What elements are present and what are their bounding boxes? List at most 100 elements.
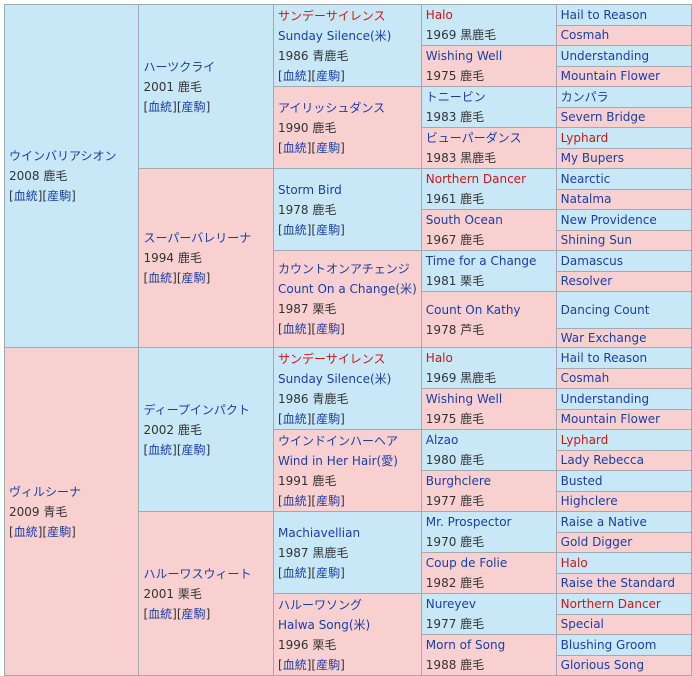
horse-name[interactable]: Severn Bridge — [560, 110, 646, 125]
horse-name[interactable]: Mountain Flower — [560, 69, 661, 84]
g4-cell: トニービン 1983 鹿毛 — [420, 86, 557, 128]
horse-name[interactable]: Hail to Reason — [560, 350, 648, 365]
horse-name[interactable]: Alzao — [425, 433, 459, 447]
horse-name[interactable]: Glorious Song — [560, 658, 645, 673]
horse-name[interactable]: ディープインパクト — [143, 402, 250, 417]
horse-name[interactable]: Halo — [425, 351, 453, 365]
horse-name[interactable]: Count On Kathy — [425, 302, 521, 317]
farm-link[interactable]: 産駒 — [47, 189, 72, 203]
horse-name[interactable]: Time for a Change — [425, 254, 537, 268]
horse-name[interactable]: Raise the Standard — [560, 576, 675, 591]
blood-link[interactable]: 血統 — [148, 99, 173, 114]
horse-name[interactable]: Understanding — [560, 48, 650, 63]
horse-name-en[interactable]: Sunday Silence(米) — [278, 371, 392, 386]
farm-link[interactable]: 産駒 — [181, 442, 206, 457]
horse-name[interactable]: Northern Dancer — [560, 596, 661, 611]
blood-link[interactable]: 血統 — [148, 271, 173, 285]
blood-link[interactable]: 血統 — [148, 606, 173, 621]
horse-name[interactable]: ウインドインハーヘア — [278, 433, 399, 448]
horse-name[interactable]: Lady Rebecca — [560, 453, 644, 468]
horse-name[interactable]: Special — [560, 617, 604, 632]
blood-link[interactable]: 血統 — [13, 189, 38, 203]
farm-link[interactable]: 産駒 — [316, 68, 341, 83]
horse-name[interactable]: Highclere — [560, 494, 618, 509]
horse-name[interactable]: Northern Dancer — [425, 172, 526, 186]
horse-name[interactable]: Gold Digger — [560, 535, 633, 550]
g4-cell: South Ocean 1967 鹿毛 — [420, 209, 557, 251]
horse-name[interactable]: サンデーサイレンス — [278, 8, 386, 23]
horse-name[interactable]: ハルーワソング — [278, 597, 363, 612]
horse-name[interactable]: Natalma — [560, 192, 612, 207]
farm-link[interactable]: 産駒 — [316, 411, 341, 426]
farm-link[interactable]: 産駒 — [316, 140, 341, 155]
blood-link[interactable]: 血統 — [282, 565, 307, 580]
g3-cell: サンデーサイレンス Sunday Silence(米) 1986 青鹿毛 [血統… — [273, 347, 422, 430]
horse-name-en[interactable]: Count On a Change(米) — [278, 282, 417, 296]
horse-name[interactable]: Cosmah — [560, 371, 610, 386]
horse-name[interactable]: サンデーサイレンス — [278, 351, 386, 366]
horse-name[interactable]: South Ocean — [425, 213, 503, 227]
horse-name[interactable]: Resolver — [560, 274, 613, 289]
horse-name[interactable]: Blushing Groom — [560, 637, 657, 652]
horse-name[interactable]: Coup de Folie — [425, 556, 508, 570]
horse-name[interactable]: Halo — [425, 8, 453, 22]
farm-link[interactable]: 産駒 — [316, 565, 341, 580]
dam-name[interactable]: ヴィルシーナ — [9, 484, 82, 499]
blood-link[interactable]: 血統 — [148, 442, 173, 457]
blood-link[interactable]: 血統 — [282, 657, 307, 672]
horse-name[interactable]: アイリッシュダンス — [278, 100, 386, 115]
blood-link[interactable]: 血統 — [282, 222, 307, 237]
horse-name[interactable]: Hail to Reason — [560, 7, 648, 22]
horse-name[interactable]: Morn of Song — [425, 638, 506, 652]
horse-name[interactable]: Nureyev — [425, 597, 477, 611]
horse-name[interactable]: My Bupers — [560, 151, 624, 166]
horse-name[interactable]: カンパラ — [560, 89, 609, 104]
horse-name[interactable]: New Providence — [560, 212, 657, 227]
horse-name[interactable]: Mr. Prospector — [425, 515, 512, 529]
horse-name[interactable]: Understanding — [560, 391, 650, 406]
farm-link[interactable]: 産駒 — [316, 222, 341, 237]
horse-name[interactable]: Lyphard — [560, 432, 609, 447]
horse-name[interactable]: Dancing Count — [560, 303, 650, 317]
horse-name[interactable]: ビューパーダンス — [425, 131, 522, 145]
farm-link[interactable]: 産駒 — [181, 271, 206, 285]
horse-name[interactable]: カウントオンアチェンジ — [278, 262, 410, 276]
horse-name[interactable]: Nearctic — [560, 171, 611, 186]
horse-name[interactable]: Wishing Well — [425, 49, 503, 63]
horse-name[interactable]: Mountain Flower — [560, 412, 661, 427]
farm-link[interactable]: 産駒 — [316, 493, 341, 508]
horse-name[interactable]: Damascus — [560, 253, 623, 268]
dam-year: 2009 青毛 — [9, 504, 68, 519]
horse-name[interactable]: Machiavellian — [278, 525, 361, 540]
farm-link[interactable]: 産駒 — [47, 524, 72, 539]
horse-name[interactable]: スーパーバレリーナ — [143, 231, 252, 245]
blood-link[interactable]: 血統 — [282, 322, 307, 336]
blood-link[interactable]: 血統 — [282, 140, 307, 155]
horse-name[interactable]: Wishing Well — [425, 392, 503, 406]
blood-link[interactable]: 血統 — [282, 68, 307, 83]
horse-name-en[interactable]: Wind in Her Hair(愛) — [278, 453, 398, 468]
farm-link[interactable]: 産駒 — [181, 606, 206, 621]
blood-link[interactable]: 血統 — [282, 493, 307, 508]
horse-name[interactable]: ハルーワスウィート — [143, 566, 252, 581]
horse-name[interactable]: Cosmah — [560, 28, 610, 43]
horse-name[interactable]: Halo — [560, 555, 588, 570]
horse-name[interactable]: Burghclere — [425, 474, 491, 488]
sire-name[interactable]: ウインバリアシオン — [9, 149, 117, 163]
horse-name[interactable]: War Exchange — [560, 331, 647, 345]
farm-link[interactable]: 産駒 — [181, 99, 206, 114]
horse-name-en[interactable]: Halwa Song(米) — [278, 617, 371, 632]
horse-name[interactable]: Lyphard — [560, 130, 609, 145]
farm-link[interactable]: 産駒 — [316, 322, 341, 336]
farm-link[interactable]: 産駒 — [316, 657, 341, 672]
horse-name[interactable]: Raise a Native — [560, 514, 647, 529]
horse-name[interactable]: Storm Bird — [278, 182, 342, 197]
blood-link[interactable]: 血統 — [282, 411, 307, 426]
horse-name[interactable]: Busted — [560, 473, 603, 488]
blood-link[interactable]: 血統 — [13, 524, 38, 539]
horse-name[interactable]: Shining Sun — [560, 233, 633, 248]
horse-year: 1961 鹿毛 — [425, 192, 485, 206]
horse-name[interactable]: トニービン — [425, 90, 486, 104]
horse-name[interactable]: ハーツクライ — [143, 59, 216, 74]
horse-name-en[interactable]: Sunday Silence(米) — [278, 28, 392, 43]
